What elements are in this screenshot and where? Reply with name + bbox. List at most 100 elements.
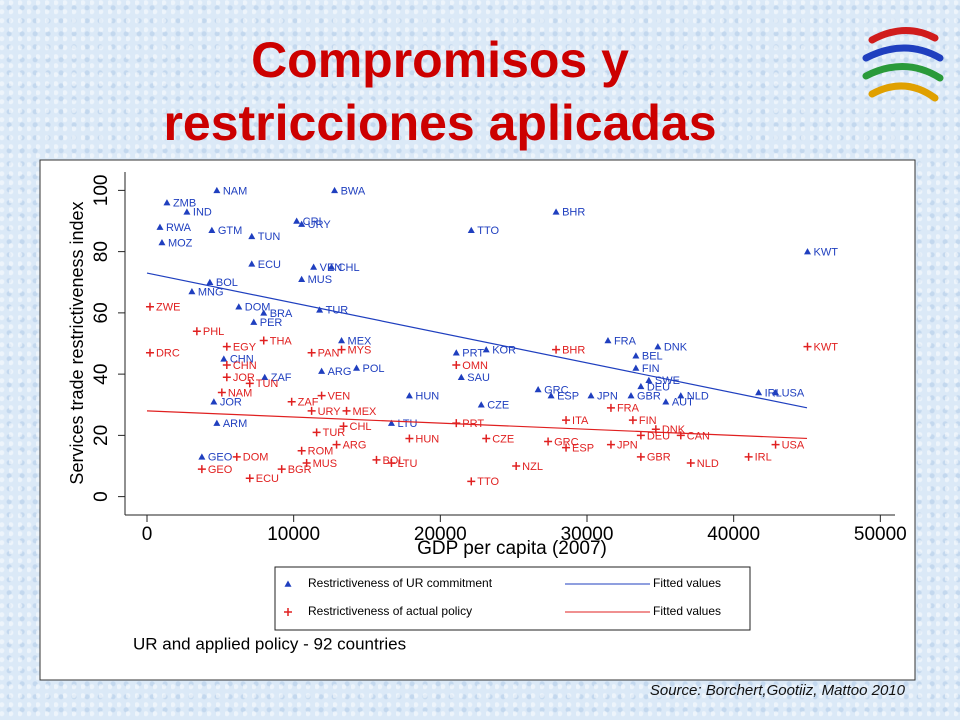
source: Source: Borchert,Gootiiz, Mattoo 2010 — [650, 682, 906, 699]
point-label: MUS — [313, 458, 337, 470]
point-label: PRT — [462, 348, 484, 360]
point-label: ZMB — [173, 198, 196, 210]
point-label: ARG — [343, 439, 367, 451]
point-label: POL — [363, 363, 385, 375]
point-label: BHR — [562, 207, 585, 219]
point-label: PAN — [318, 348, 340, 360]
point — [316, 306, 324, 313]
title: restricciones aplicadas — [163, 95, 716, 151]
point-label: JOR — [233, 372, 255, 384]
point — [387, 458, 396, 467]
point — [604, 336, 612, 344]
point-label: NZL — [522, 461, 543, 473]
point-label: MYS — [348, 345, 372, 357]
point-label: ITA — [572, 415, 589, 427]
point — [467, 226, 475, 233]
point — [477, 401, 485, 408]
point-label: TUN — [256, 378, 279, 390]
point — [744, 452, 753, 461]
legend-label: Restrictiveness of actual policy — [308, 604, 472, 618]
point-label: ECU — [258, 259, 281, 271]
point — [208, 226, 216, 233]
point — [245, 379, 254, 388]
title: Compromisos y — [251, 32, 629, 88]
point — [654, 343, 662, 350]
point — [210, 398, 218, 405]
point — [206, 278, 214, 286]
point — [645, 376, 653, 384]
point — [562, 416, 571, 425]
point-label: CRI — [303, 216, 322, 228]
point-label: SAU — [467, 372, 490, 384]
point — [457, 373, 465, 380]
point-label: DEU — [647, 381, 670, 393]
point-label: DNK — [664, 341, 688, 353]
point — [302, 458, 311, 467]
point — [331, 186, 339, 194]
point-label: USA — [782, 387, 805, 399]
point-label: CZE — [492, 433, 514, 445]
point — [310, 263, 318, 270]
note: UR and applied policy - 92 countries — [133, 634, 406, 653]
point — [771, 440, 780, 449]
point — [213, 419, 221, 426]
point — [803, 342, 812, 351]
point-label: GBR — [637, 390, 661, 402]
point-label: TTO — [477, 476, 499, 488]
point — [197, 465, 206, 474]
point — [452, 349, 460, 356]
logo — [862, 26, 944, 102]
legend-swatch — [284, 608, 292, 616]
point-label: ZAF — [298, 397, 319, 409]
x-axis-title: GDP per capita (2007) — [417, 538, 607, 559]
point-label: GRC — [544, 384, 569, 396]
point-label: JOR — [220, 397, 242, 409]
point — [222, 360, 231, 369]
point-label: NLD — [687, 390, 709, 402]
point-label: ARM — [223, 418, 247, 430]
point — [260, 309, 268, 316]
point — [232, 452, 241, 461]
point-label: CAN — [687, 430, 710, 442]
point — [552, 345, 561, 354]
point — [277, 465, 286, 474]
point — [220, 355, 228, 362]
point-label: TUN — [258, 231, 281, 243]
point-label: BRA — [270, 308, 293, 320]
point-label: ZWE — [156, 302, 180, 314]
point-label: DEU — [647, 430, 670, 442]
point-label: MEX — [353, 406, 378, 418]
point — [158, 238, 166, 246]
point — [677, 392, 685, 399]
point — [803, 248, 811, 255]
point-label: URY — [318, 406, 342, 418]
point-label: GTM — [218, 225, 242, 237]
point-label: DOM — [245, 302, 271, 314]
point-label: NAM — [223, 185, 247, 197]
point-label: FRA — [617, 403, 640, 415]
point-label: ARG — [328, 366, 352, 378]
point — [562, 443, 571, 452]
point-label: BEL — [642, 351, 663, 363]
point-label: GBR — [647, 452, 671, 464]
point — [156, 223, 164, 230]
point-label: ROM — [308, 446, 334, 458]
point — [163, 199, 171, 206]
point-label: USA — [782, 439, 805, 451]
point-label: FRA — [614, 335, 637, 347]
point — [405, 434, 414, 443]
point — [772, 389, 780, 396]
y-tick-label: 60 — [91, 302, 112, 323]
point — [544, 437, 553, 446]
point — [217, 388, 226, 397]
point — [198, 453, 206, 460]
x-tick-label: 20000 — [414, 524, 467, 545]
y-axis-title: Services trade restrictiveness index — [67, 201, 87, 484]
point-label: OMN — [462, 360, 488, 372]
fit-line — [146, 410, 808, 440]
point-label: IRL — [755, 452, 772, 464]
y-tick-label: 80 — [91, 241, 112, 262]
point — [547, 392, 555, 399]
